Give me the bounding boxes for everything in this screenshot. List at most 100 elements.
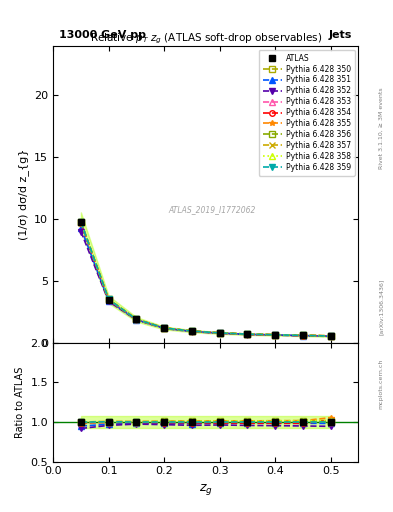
Pythia 6.428 354 — [328, 333, 333, 339]
Pythia 6.428 359 — [301, 332, 305, 338]
Pythia 6.428 351 — [162, 325, 167, 331]
Pythia 6.428 356 — [217, 330, 222, 336]
Pythia 6.428 355 — [217, 330, 222, 336]
Pythia 6.428 356 — [328, 333, 333, 339]
Pythia 6.428 350 — [189, 328, 194, 334]
Line: Pythia 6.428 354: Pythia 6.428 354 — [78, 220, 333, 339]
Pythia 6.428 357 — [328, 333, 333, 339]
Pythia 6.428 359 — [273, 332, 277, 338]
Pythia 6.428 354 — [79, 220, 83, 226]
Line: Pythia 6.428 359: Pythia 6.428 359 — [78, 219, 333, 339]
Pythia 6.428 355 — [301, 332, 305, 338]
Pythia 6.428 357 — [189, 328, 194, 334]
Text: Rivet 3.1.10, ≥ 3M events: Rivet 3.1.10, ≥ 3M events — [379, 87, 384, 169]
Line: Pythia 6.428 353: Pythia 6.428 353 — [78, 220, 333, 339]
Pythia 6.428 357 — [217, 330, 222, 336]
Line: Pythia 6.428 350: Pythia 6.428 350 — [78, 219, 333, 339]
Pythia 6.428 351 — [217, 330, 222, 336]
Pythia 6.428 352 — [273, 332, 277, 338]
Pythia 6.428 355 — [134, 316, 139, 322]
Pythia 6.428 358 — [301, 332, 305, 338]
Pythia 6.428 356 — [189, 328, 194, 334]
Pythia 6.428 359 — [106, 296, 111, 303]
Pythia 6.428 357 — [245, 331, 250, 337]
Line: Pythia 6.428 357: Pythia 6.428 357 — [78, 220, 333, 339]
Pythia 6.428 350 — [106, 296, 111, 303]
Pythia 6.428 359 — [134, 316, 139, 323]
Pythia 6.428 350 — [79, 219, 83, 225]
Pythia 6.428 359 — [162, 325, 167, 331]
Pythia 6.428 354 — [273, 332, 277, 338]
Pythia 6.428 353 — [134, 316, 139, 323]
Line: Pythia 6.428 352: Pythia 6.428 352 — [78, 229, 333, 339]
Pythia 6.428 358 — [245, 331, 250, 337]
Legend: ATLAS, Pythia 6.428 350, Pythia 6.428 351, Pythia 6.428 352, Pythia 6.428 353, P: ATLAS, Pythia 6.428 350, Pythia 6.428 35… — [259, 50, 354, 176]
Pythia 6.428 351 — [328, 333, 333, 339]
Pythia 6.428 352 — [79, 228, 83, 234]
Line: Pythia 6.428 355: Pythia 6.428 355 — [78, 219, 333, 338]
Pythia 6.428 353 — [79, 219, 83, 225]
Pythia 6.428 353 — [328, 333, 333, 339]
Pythia 6.428 350 — [328, 333, 333, 339]
Title: Relative $p_T$ $z_g$ (ATLAS soft-drop observables): Relative $p_T$ $z_g$ (ATLAS soft-drop ob… — [90, 32, 322, 46]
Pythia 6.428 352 — [328, 333, 333, 339]
Pythia 6.428 359 — [189, 328, 194, 334]
Pythia 6.428 359 — [79, 219, 83, 225]
Pythia 6.428 357 — [134, 316, 139, 323]
Pythia 6.428 352 — [217, 330, 222, 336]
Pythia 6.428 353 — [189, 328, 194, 334]
Pythia 6.428 353 — [301, 332, 305, 338]
Pythia 6.428 357 — [162, 325, 167, 331]
Pythia 6.428 354 — [189, 328, 194, 334]
Y-axis label: Ratio to ATLAS: Ratio to ATLAS — [15, 367, 25, 438]
Pythia 6.428 352 — [189, 329, 194, 335]
Pythia 6.428 356 — [245, 331, 250, 337]
Pythia 6.428 358 — [217, 330, 222, 336]
Pythia 6.428 356 — [134, 316, 139, 323]
Text: mcplots.cern.ch: mcplots.cern.ch — [379, 359, 384, 409]
Pythia 6.428 358 — [162, 325, 167, 331]
Pythia 6.428 353 — [162, 325, 167, 331]
Pythia 6.428 353 — [106, 296, 111, 303]
Pythia 6.428 352 — [134, 317, 139, 323]
Pythia 6.428 351 — [273, 332, 277, 338]
Pythia 6.428 358 — [328, 333, 333, 339]
Pythia 6.428 357 — [273, 332, 277, 338]
Pythia 6.428 350 — [273, 332, 277, 338]
Pythia 6.428 352 — [162, 326, 167, 332]
Pythia 6.428 355 — [79, 219, 83, 225]
Pythia 6.428 358 — [79, 219, 83, 225]
X-axis label: $z_g$: $z_g$ — [199, 482, 213, 497]
Pythia 6.428 357 — [301, 332, 305, 338]
Text: [arXiv:1306.3436]: [arXiv:1306.3436] — [379, 279, 384, 335]
Pythia 6.428 354 — [106, 297, 111, 303]
Text: Jets: Jets — [329, 30, 352, 40]
Pythia 6.428 357 — [106, 296, 111, 303]
Text: ATLAS_2019_I1772062: ATLAS_2019_I1772062 — [168, 205, 255, 214]
Pythia 6.428 350 — [134, 316, 139, 322]
Pythia 6.428 356 — [301, 332, 305, 338]
Pythia 6.428 354 — [134, 316, 139, 323]
Pythia 6.428 351 — [301, 332, 305, 338]
Text: 13000 GeV pp: 13000 GeV pp — [59, 30, 146, 40]
Y-axis label: (1/σ) dσ/d z_{g}: (1/σ) dσ/d z_{g} — [18, 148, 29, 240]
Pythia 6.428 355 — [328, 333, 333, 339]
Pythia 6.428 351 — [134, 316, 139, 323]
Pythia 6.428 352 — [106, 298, 111, 305]
Pythia 6.428 355 — [162, 325, 167, 331]
Line: Pythia 6.428 351: Pythia 6.428 351 — [78, 225, 333, 339]
Pythia 6.428 359 — [217, 330, 222, 336]
Pythia 6.428 351 — [106, 297, 111, 304]
Pythia 6.428 355 — [245, 331, 250, 337]
Pythia 6.428 359 — [328, 333, 333, 339]
Pythia 6.428 352 — [301, 333, 305, 339]
Pythia 6.428 351 — [79, 225, 83, 231]
Pythia 6.428 353 — [217, 330, 222, 336]
Pythia 6.428 354 — [217, 330, 222, 336]
Pythia 6.428 355 — [189, 328, 194, 334]
Pythia 6.428 350 — [217, 330, 222, 336]
Line: Pythia 6.428 358: Pythia 6.428 358 — [78, 219, 333, 339]
Pythia 6.428 352 — [245, 331, 250, 337]
Pythia 6.428 356 — [162, 325, 167, 331]
Pythia 6.428 354 — [301, 332, 305, 338]
